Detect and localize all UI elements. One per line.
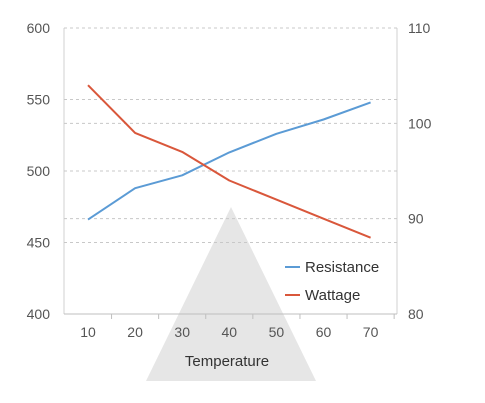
right-axis-ticks: 80 90 100 110: [408, 20, 432, 322]
left-axis-ticks: 400 450 500 550 600: [27, 20, 51, 322]
gridlines: [64, 27, 397, 243]
right-tick-label: 80: [408, 306, 424, 322]
x-axis-label: Temperature: [185, 353, 269, 370]
series-line-resistance: [87, 101, 371, 221]
x-tick-label: 70: [363, 324, 379, 340]
series-lines: [87, 84, 371, 239]
left-tick-label: 450: [27, 235, 51, 251]
x-tick-label: 60: [316, 324, 332, 340]
left-tick-label: 600: [27, 20, 51, 36]
right-tick-label: 110: [408, 20, 431, 36]
right-tick-label: 90: [408, 211, 424, 227]
x-tick-label: 40: [222, 324, 238, 340]
x-tick-label: 30: [174, 324, 190, 340]
left-tick-label: 500: [27, 163, 51, 179]
legend-label: Resistance: [305, 259, 379, 276]
legend-label: Wattage: [305, 287, 360, 304]
left-tick-label: 400: [27, 306, 51, 322]
x-axis-ticks: 10 20 30 40 50 60 70: [80, 314, 395, 340]
left-tick-label: 550: [27, 92, 51, 108]
x-tick-label: 50: [269, 324, 285, 340]
right-tick-label: 100: [408, 115, 432, 131]
x-tick-label: 20: [127, 324, 143, 340]
legend: Resistance Wattage: [285, 259, 379, 304]
series-line-wattage: [87, 84, 371, 239]
x-tick-label: 10: [80, 324, 96, 340]
triangle-watermark: [146, 207, 316, 381]
